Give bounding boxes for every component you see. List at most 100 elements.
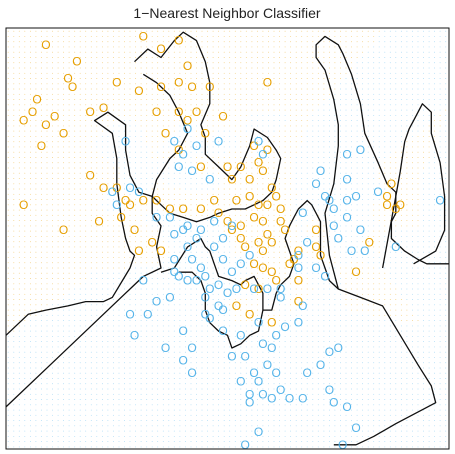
grid-dot [146, 256, 148, 258]
grid-dot [323, 288, 325, 290]
grid-dot [29, 341, 31, 343]
grid-dot [24, 204, 26, 206]
grid-dot [85, 446, 87, 448]
grid-dot [74, 120, 76, 122]
grid-dot [46, 267, 48, 269]
grid-dot [218, 414, 220, 416]
grid-dot [345, 362, 347, 364]
grid-dot [29, 162, 31, 164]
grid-dot [40, 204, 42, 206]
grid-dot [201, 41, 203, 43]
grid-dot [112, 330, 114, 332]
grid-dot [24, 367, 26, 369]
grid-dot [7, 435, 9, 437]
grid-dot [218, 356, 220, 358]
grid-dot [262, 414, 264, 416]
grid-dot [312, 220, 314, 222]
grid-dot [179, 93, 181, 95]
grid-dot [334, 314, 336, 316]
grid-dot [129, 441, 131, 443]
grid-dot [79, 404, 81, 406]
grid-dot [63, 241, 65, 243]
grid-dot [212, 78, 214, 79]
grid-dot [340, 35, 341, 37]
grid-dot [124, 93, 125, 95]
grid-dot [306, 46, 308, 48]
grid-dot [245, 88, 247, 90]
grid-dot [351, 262, 352, 264]
grid-dot [46, 372, 48, 374]
grid-dot [24, 188, 26, 190]
grid-dot [112, 230, 114, 232]
grid-dot [334, 409, 336, 411]
grid-dot [68, 309, 70, 311]
grid-dot [196, 320, 197, 322]
grid-dot [212, 193, 214, 195]
grid-dot [295, 209, 297, 211]
grid-dot [29, 351, 31, 353]
grid-dot [68, 57, 70, 58]
grid-dot [234, 125, 236, 127]
grid-dot [234, 104, 236, 106]
grid-dot [101, 57, 103, 58]
grid-dot [240, 51, 242, 53]
grid-dot [7, 51, 9, 53]
grid-dot [201, 362, 203, 364]
grid-dot [301, 135, 303, 137]
grid-dot [57, 120, 59, 122]
grid-dot [96, 283, 98, 285]
grid-dot [334, 283, 336, 285]
grid-dot [290, 356, 292, 358]
grid-dot [184, 262, 186, 264]
grid-dot [223, 114, 225, 116]
grid-dot [251, 435, 253, 437]
grid-dot [207, 293, 209, 295]
grid-dot [129, 130, 131, 132]
grid-dot [340, 220, 341, 222]
grid-dot [46, 120, 48, 122]
grid-dot [13, 209, 15, 211]
grid-dot [7, 88, 9, 90]
grid-dot [35, 441, 37, 443]
grid-dot [107, 72, 109, 74]
grid-dot [284, 314, 286, 316]
grid-dot [323, 430, 325, 432]
grid-dot [245, 272, 247, 274]
grid-dot [306, 430, 308, 432]
grid-dot [107, 30, 109, 32]
grid-dot [251, 346, 253, 348]
grid-dot [295, 435, 297, 437]
grid-dot [295, 309, 297, 311]
grid-dot [112, 167, 114, 169]
grid-dot [129, 35, 131, 37]
grid-dot [101, 414, 103, 416]
grid-dot [40, 146, 42, 148]
grid-dot [295, 430, 297, 432]
grid-dot [218, 341, 220, 343]
grid-dot [179, 209, 181, 211]
grid-dot [312, 320, 314, 322]
grid-dot [234, 335, 236, 337]
grid-dot [268, 30, 269, 32]
grid-dot [18, 288, 20, 290]
grid-dot [290, 372, 292, 374]
grid-dot [173, 251, 175, 253]
grid-dot [140, 404, 142, 406]
grid-dot [196, 193, 197, 195]
grid-dot [212, 220, 214, 222]
grid-dot [52, 404, 53, 406]
grid-dot [46, 414, 48, 416]
grid-dot [212, 278, 214, 279]
grid-dot [107, 267, 109, 269]
grid-dot [46, 430, 48, 432]
grid-dot [101, 241, 103, 243]
grid-dot [46, 188, 48, 190]
grid-dot [190, 409, 192, 411]
grid-dot [162, 246, 164, 248]
grid-dot [234, 414, 236, 416]
grid-dot [223, 341, 225, 343]
grid-dot [312, 146, 314, 148]
grid-dot [146, 262, 148, 264]
grid-dot [140, 146, 142, 148]
